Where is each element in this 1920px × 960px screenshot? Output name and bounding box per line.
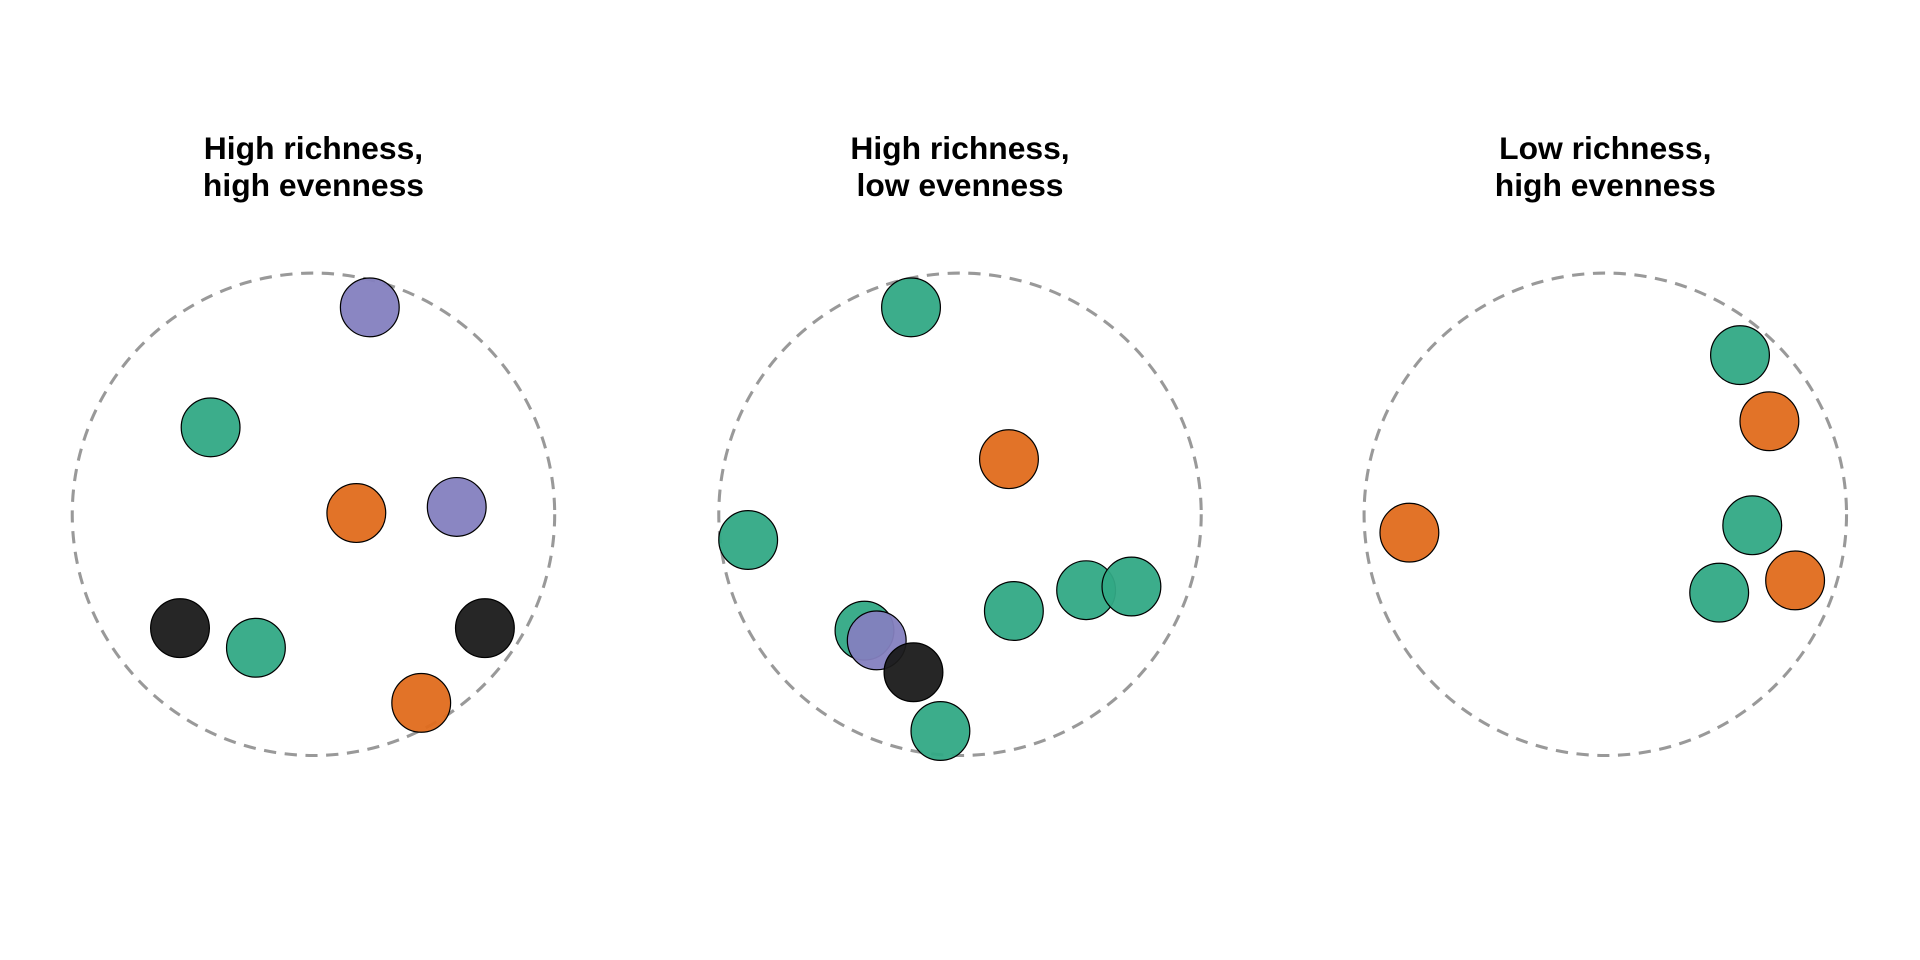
individual bbox=[180, 397, 241, 458]
panel: Low richness, high evenness bbox=[1362, 130, 1849, 758]
individual bbox=[718, 510, 779, 570]
panel: High richness, high evenness bbox=[70, 130, 557, 758]
individual bbox=[1710, 325, 1770, 386]
individual bbox=[391, 672, 452, 733]
community-boundary bbox=[1362, 271, 1849, 758]
panel-title: high evenness bbox=[203, 167, 424, 203]
panel-title: High richness, bbox=[204, 130, 423, 166]
individual bbox=[1689, 562, 1750, 623]
individual bbox=[881, 277, 942, 338]
individual bbox=[225, 617, 286, 678]
individual bbox=[1379, 502, 1440, 563]
panel-title: high evenness bbox=[1495, 167, 1716, 203]
community-boundary bbox=[70, 271, 557, 758]
individual bbox=[883, 642, 944, 703]
individual bbox=[339, 277, 400, 338]
individual bbox=[983, 581, 1044, 642]
individual bbox=[1765, 550, 1826, 611]
individual bbox=[1739, 391, 1800, 452]
panel-title: low evenness bbox=[857, 167, 1064, 203]
individual bbox=[150, 598, 210, 659]
individual bbox=[1722, 495, 1783, 556]
individual bbox=[454, 598, 515, 659]
panel-title: High richness, bbox=[850, 130, 1069, 166]
individual bbox=[978, 429, 1039, 490]
individual bbox=[1101, 556, 1162, 617]
panel-title: Low richness, bbox=[1499, 130, 1711, 166]
individual bbox=[426, 476, 487, 537]
panel: High richness, low evenness bbox=[717, 130, 1203, 758]
individual bbox=[910, 701, 971, 762]
community-boundary bbox=[717, 271, 1203, 758]
individual bbox=[326, 483, 387, 544]
